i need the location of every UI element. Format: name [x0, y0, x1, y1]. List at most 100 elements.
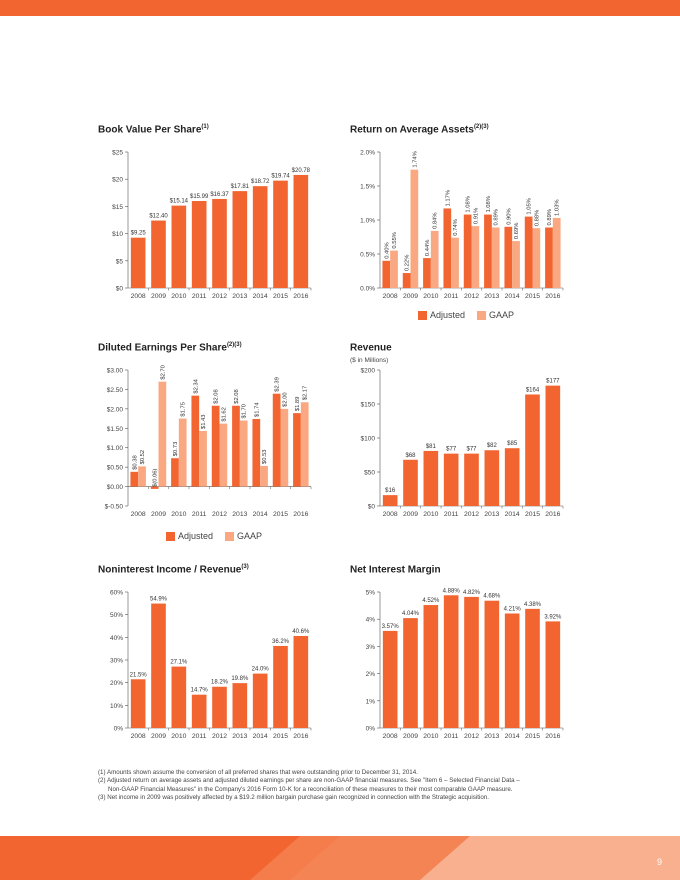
chart-return-on-average-assets: Return on Average Assets(2)(3) 0.0% 0.5% 1… — [350, 124, 650, 334]
data-label: 1.08% — [466, 196, 472, 212]
x-tick-label: 2010 — [423, 511, 438, 518]
legend-swatch-gaap — [477, 310, 487, 320]
bar-value — [443, 453, 459, 506]
x-tick-label: 2011 — [192, 733, 207, 740]
data-label: 24.0% — [252, 667, 270, 673]
bar-gaap — [410, 169, 419, 288]
data-label: 1.08% — [486, 196, 492, 212]
bar-value — [232, 191, 248, 288]
y-tick-label: $10 — [112, 231, 123, 238]
x-tick-label: 2014 — [505, 733, 520, 740]
data-label: 4.82% — [463, 590, 481, 596]
y-tick-label: 60% — [110, 590, 123, 597]
data-label: 0.89% — [547, 209, 553, 225]
y-tick-label: 2% — [366, 671, 376, 678]
x-tick-label: 2016 — [293, 293, 308, 300]
bar-value — [525, 394, 540, 506]
y-tick-label: $25 — [112, 150, 123, 157]
bar-adjusted — [252, 418, 261, 487]
chart-title: Noninterest Income / Revenue(3) — [98, 564, 249, 576]
data-label: $(0.06) — [153, 468, 159, 486]
bar-value — [423, 450, 439, 506]
data-label: 14.7% — [191, 688, 209, 694]
y-tick-label: $-0.50 — [105, 504, 124, 511]
data-label: 4.88% — [443, 588, 461, 594]
chart-plot: 0.0% 0.5% 1.0% 1.5% 2.0% 2008 0.40%0.55% 2009 0.… — [360, 150, 564, 300]
footnote-2: (2) Adjusted return on average assets an… — [98, 777, 520, 785]
data-label: $0.52 — [140, 450, 146, 465]
data-label: $20.78 — [292, 168, 311, 174]
page-number: 9 — [656, 857, 662, 867]
bar-adjusted — [150, 486, 159, 489]
data-label: $177 — [546, 379, 560, 385]
data-label: 0.91% — [473, 208, 479, 224]
data-label: 4.68% — [483, 594, 501, 600]
bar-adjusted — [191, 395, 200, 487]
x-tick-label: 2014 — [253, 293, 268, 300]
y-tick-label: $20 — [112, 177, 123, 184]
data-label: 27.1% — [170, 660, 188, 666]
data-label: $2.08 — [214, 389, 220, 404]
x-tick-label: 2014 — [253, 733, 268, 740]
data-label: 0.69% — [514, 223, 520, 239]
x-tick-label: 2014 — [505, 293, 520, 300]
bar-gaap — [260, 465, 268, 487]
bar-gaap — [300, 402, 309, 487]
data-label: 0.89% — [494, 209, 500, 225]
bar-value — [212, 198, 227, 288]
bar-value — [252, 673, 268, 728]
legend-label: Adjusted — [430, 310, 466, 320]
bar-value — [171, 205, 187, 288]
x-tick-label: 2009 — [151, 293, 166, 300]
data-label: 54.9% — [150, 597, 168, 603]
bar-gaap — [430, 230, 439, 288]
legend-label: GAAP — [489, 310, 515, 320]
y-tick-label: $0.00 — [107, 484, 124, 491]
bar-value — [382, 495, 398, 506]
x-tick-label: 2010 — [171, 733, 186, 740]
bar-gaap — [239, 420, 248, 487]
bar-gaap — [178, 418, 187, 487]
data-label: $19.74 — [271, 174, 290, 180]
bar-adjusted — [232, 405, 240, 487]
y-tick-label: 2.0% — [360, 150, 375, 157]
x-tick-label: 2010 — [423, 733, 438, 740]
data-label: $12.40 — [149, 214, 168, 220]
data-label: $2.70 — [160, 365, 166, 380]
bar-value — [484, 600, 500, 728]
data-label: 1.03% — [555, 200, 561, 216]
chart-revenue: Revenue ($ in Millions) $0 $50 $100 $150 $20… — [350, 342, 650, 552]
data-label: $15.99 — [190, 194, 209, 200]
x-tick-label: 2010 — [423, 293, 438, 300]
bar-value — [171, 666, 187, 728]
bar-value — [273, 180, 288, 288]
bar-adjusted — [443, 208, 452, 288]
x-tick-label: 2010 — [171, 511, 186, 518]
y-tick-label: $100 — [361, 436, 376, 443]
x-tick-label: 2016 — [545, 293, 560, 300]
x-tick-label: 2009 — [403, 733, 418, 740]
y-tick-label: 1% — [366, 698, 376, 705]
bar-value — [423, 605, 439, 728]
x-tick-label: 2013 — [232, 511, 247, 518]
chart-noninterest-income-revenue: Noninterest Income / Revenue(3) 0% 10% 20%… — [98, 564, 398, 774]
top-band — [0, 0, 680, 16]
data-label: 40.6% — [292, 629, 310, 635]
bar-adjusted — [293, 413, 301, 487]
data-label: $2.08 — [234, 389, 240, 404]
data-label: $77 — [466, 447, 477, 453]
bottom-band: 9 — [0, 836, 680, 880]
y-tick-label: 30% — [110, 658, 123, 665]
y-tick-label: $5 — [116, 258, 124, 265]
x-tick-label: 2010 — [171, 293, 186, 300]
y-tick-label: 0% — [366, 726, 376, 733]
bar-gaap — [552, 217, 561, 288]
bar-value — [130, 679, 146, 728]
bar-gaap — [219, 423, 228, 487]
x-tick-label: 2015 — [273, 293, 288, 300]
bar-value — [151, 603, 166, 728]
bar-gaap — [390, 250, 398, 288]
chart-title: Diluted Earnings Per Share(2)(3) — [98, 342, 242, 354]
bar-value — [151, 220, 166, 288]
bar-value — [212, 686, 227, 728]
